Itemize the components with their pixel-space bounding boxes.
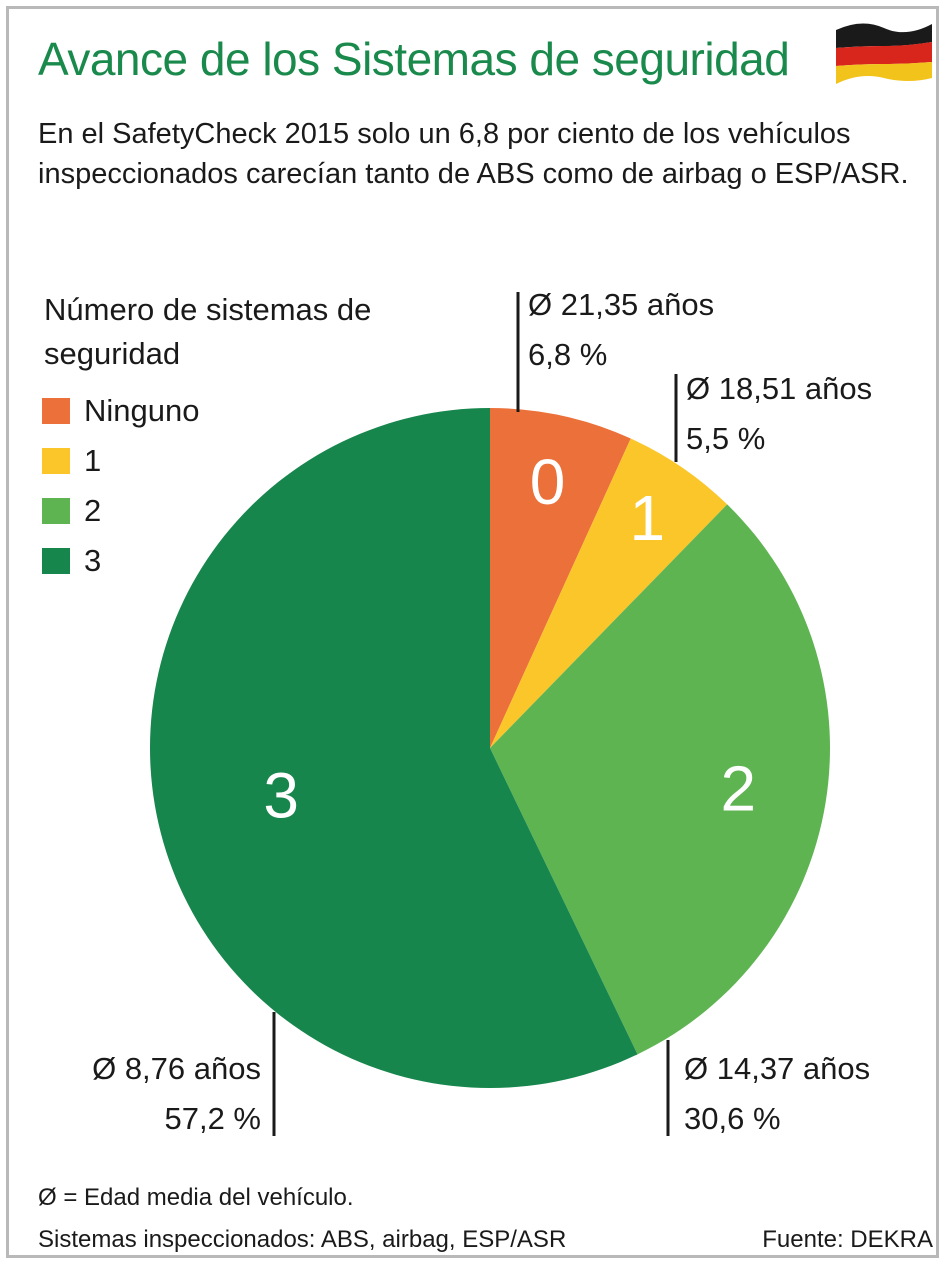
avg-age-label: Ø 18,51 años	[686, 371, 873, 406]
legend-swatch	[42, 398, 70, 424]
legend-swatch	[42, 448, 70, 474]
pie-slice-2	[490, 504, 831, 1055]
legend-swatch	[42, 498, 70, 524]
legend-item-ninguno: Ninguno	[42, 393, 200, 428]
annotation-slice-0: Ø 21,35 años 6,8 %	[528, 280, 714, 380]
value-label: 57,2 %	[164, 1101, 261, 1136]
slice-label-3: 3	[263, 760, 299, 832]
source-label: Fuente: DEKRA	[762, 1226, 933, 1253]
chart-title: Avance de los Sistemas de seguridad	[38, 33, 790, 85]
footnote-systems: Sistemas inspeccionados: ABS, airbag, ES…	[38, 1226, 567, 1253]
value-label: 5,5 %	[686, 421, 766, 456]
legend-label: 3	[84, 543, 102, 578]
legend-label: 1	[84, 443, 102, 478]
avg-age-label: Ø 21,35 años	[528, 287, 715, 322]
value-label: 30,6 %	[684, 1101, 781, 1136]
legend-item-3: 3	[42, 543, 102, 578]
annotation-slice-1: Ø 18,51 años 5,5 %	[686, 364, 872, 464]
germany-flag-icon	[836, 23, 932, 84]
legend-label: 2	[84, 493, 102, 528]
avg-age-label: Ø 8,76 años	[92, 1051, 261, 1086]
annotation-slice-2: Ø 14,37 años 30,6 %	[684, 1044, 870, 1144]
legend-swatch	[42, 548, 70, 574]
legend-item-2: 2	[42, 493, 102, 528]
slice-label-2: 2	[721, 752, 757, 824]
legend-label: Ninguno	[84, 393, 200, 428]
chart-frame	[6, 6, 939, 1258]
slice-label-0: 0	[530, 446, 566, 518]
slice-label-1: 1	[629, 482, 665, 554]
avg-age-label: Ø 14,37 años	[684, 1051, 871, 1086]
footnote-legend: Ø = Edad media del vehículo.	[38, 1184, 354, 1211]
chart-subtitle: En el SafetyCheck 2015 solo un 6,8 por c…	[38, 118, 909, 190]
legend-title: Número de sistemas de seguridad	[44, 292, 372, 371]
annotation-slice-3: Ø 8,76 años 57,2 %	[92, 1044, 261, 1144]
pie-slice-0	[490, 408, 631, 748]
pie-slice-1	[490, 438, 728, 748]
value-label: 6,8 %	[528, 337, 608, 372]
legend-item-1: 1	[42, 443, 102, 478]
pie-slice-3	[150, 408, 638, 1088]
